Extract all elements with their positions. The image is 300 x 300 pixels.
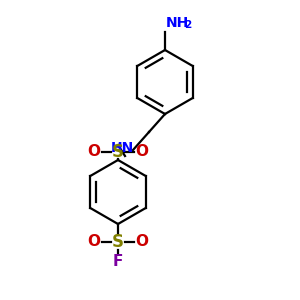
Text: O: O bbox=[136, 145, 148, 160]
Text: S: S bbox=[112, 143, 124, 161]
Text: NH: NH bbox=[166, 16, 189, 30]
Text: O: O bbox=[88, 145, 100, 160]
Text: F: F bbox=[113, 254, 123, 269]
Text: HN: HN bbox=[111, 141, 134, 155]
Text: 2: 2 bbox=[184, 20, 191, 30]
Text: S: S bbox=[112, 233, 124, 251]
Text: O: O bbox=[88, 235, 100, 250]
Text: O: O bbox=[136, 235, 148, 250]
